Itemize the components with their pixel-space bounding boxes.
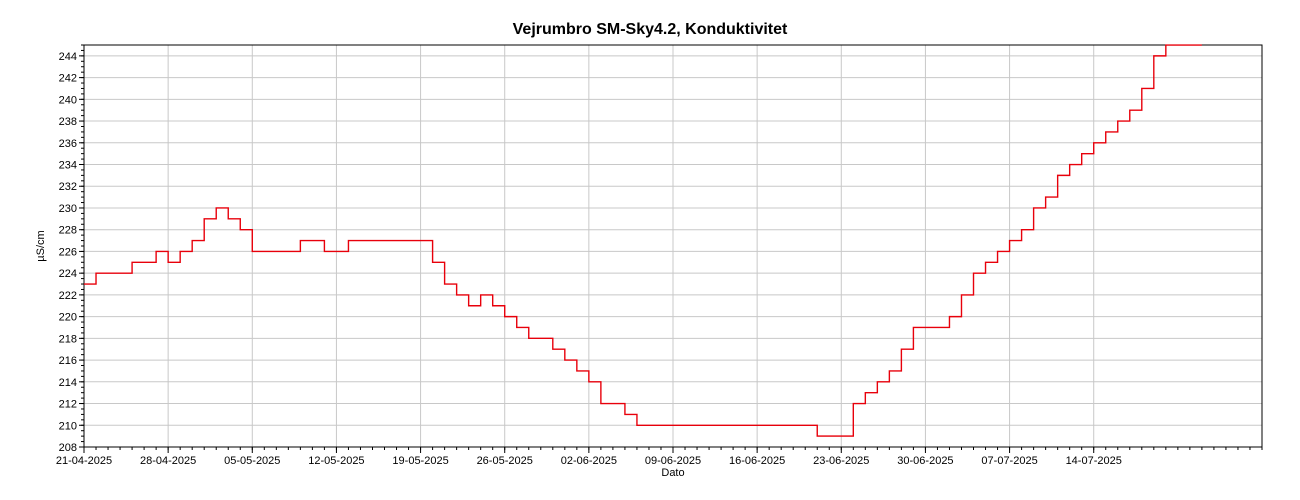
- x-tick-label: 05-05-2025: [224, 455, 280, 467]
- x-tick-label: 07-07-2025: [981, 455, 1037, 467]
- y-tick-label: 214: [59, 377, 77, 389]
- y-tick-label: 236: [59, 138, 77, 150]
- y-tick-label: 208: [59, 442, 77, 454]
- x-tick-label: 16-06-2025: [729, 455, 785, 467]
- x-tick-label: 26-05-2025: [477, 455, 533, 467]
- y-tick-label: 228: [59, 225, 77, 237]
- y-tick-label: 230: [59, 203, 77, 215]
- y-tick-label: 244: [59, 51, 77, 63]
- x-tick-label: 30-06-2025: [897, 455, 953, 467]
- y-tick-label: 226: [59, 246, 77, 258]
- y-tick-label: 224: [59, 268, 77, 280]
- y-tick-label: 212: [59, 399, 77, 411]
- x-axis-label: Dato: [661, 467, 684, 479]
- x-tick-label: 14-07-2025: [1066, 455, 1122, 467]
- x-tick-label: 09-06-2025: [645, 455, 701, 467]
- x-tick-label: 23-06-2025: [813, 455, 869, 467]
- y-tick-label: 238: [59, 116, 77, 128]
- y-tick-label: 220: [59, 312, 77, 324]
- x-tick-label: 02-06-2025: [561, 455, 617, 467]
- x-tick-label: 21-04-2025: [56, 455, 112, 467]
- y-tick-label: 210: [59, 420, 77, 432]
- y-tick-label: 222: [59, 290, 77, 302]
- y-tick-label: 234: [59, 160, 77, 172]
- chart-title: Vejrumbro SM-Sky4.2, Konduktivitet: [512, 21, 788, 38]
- y-tick-label: 242: [59, 73, 77, 85]
- y-tick-label: 232: [59, 181, 77, 193]
- y-tick-label: 218: [59, 333, 77, 345]
- y-axis-label: µS/cm: [35, 230, 47, 261]
- y-tick-label: 240: [59, 94, 77, 106]
- plot-frame: [83, 44, 1263, 448]
- x-tick-label: 19-05-2025: [392, 455, 448, 467]
- series-line: [84, 45, 1202, 436]
- y-tick-label: 216: [59, 355, 77, 367]
- x-tick-label: 28-04-2025: [140, 455, 196, 467]
- x-tick-label: 12-05-2025: [308, 455, 364, 467]
